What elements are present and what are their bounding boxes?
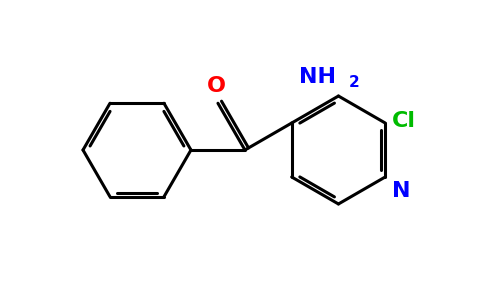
Text: N: N: [392, 181, 410, 201]
Text: O: O: [207, 76, 226, 96]
Text: 2: 2: [348, 75, 359, 90]
Text: NH: NH: [300, 67, 336, 87]
Text: Cl: Cl: [392, 111, 416, 131]
